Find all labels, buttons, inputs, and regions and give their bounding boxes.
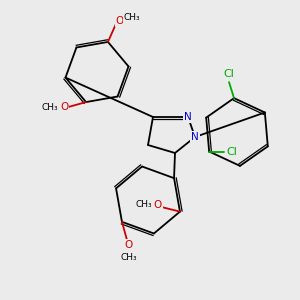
Text: N: N xyxy=(191,132,199,142)
Text: O: O xyxy=(125,240,133,250)
Text: N: N xyxy=(184,112,192,122)
Text: Cl: Cl xyxy=(224,69,235,79)
Text: CH₃: CH₃ xyxy=(42,103,58,112)
Text: O: O xyxy=(116,16,124,26)
Text: CH₃: CH₃ xyxy=(136,200,152,209)
Text: O: O xyxy=(60,102,68,112)
Text: Cl: Cl xyxy=(227,146,238,157)
Text: O: O xyxy=(154,200,162,210)
Text: CH₃: CH₃ xyxy=(124,14,140,22)
Text: CH₃: CH₃ xyxy=(121,254,137,262)
